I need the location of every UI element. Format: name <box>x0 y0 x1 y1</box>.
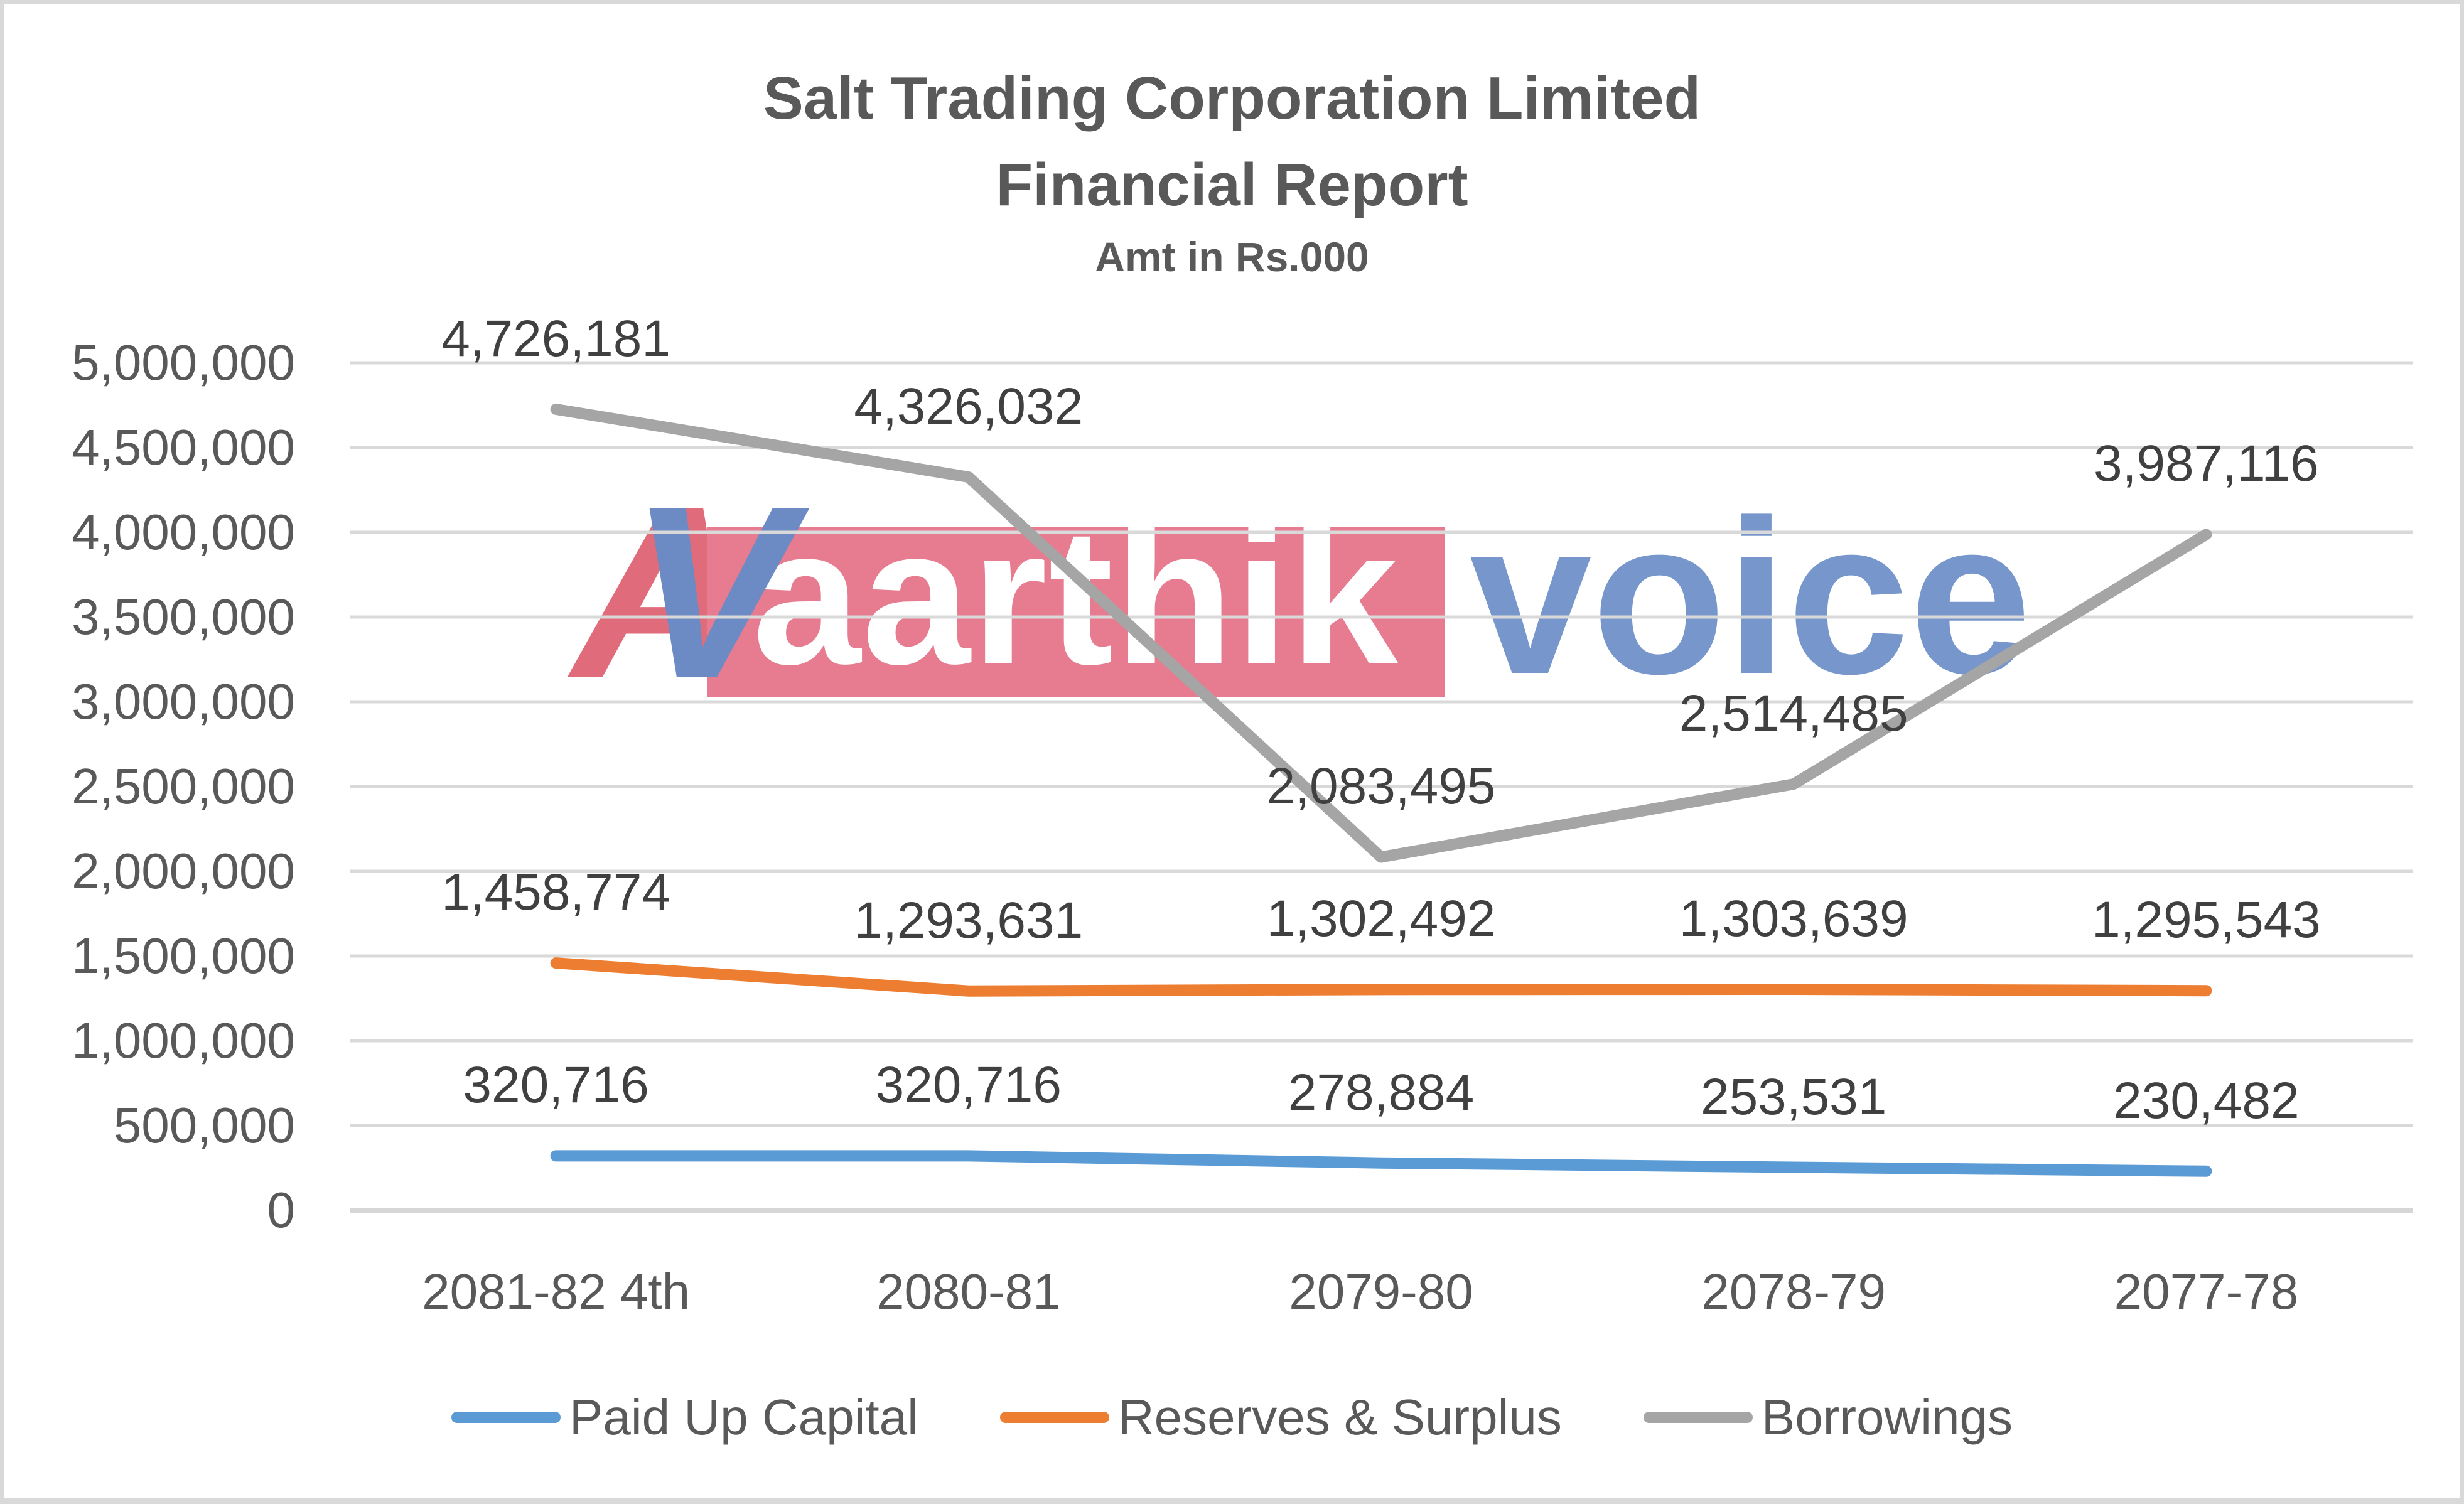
reserves-surplus-swatch-icon <box>999 1412 1109 1423</box>
title-area: Salt Trading Corporation Limited Financi… <box>0 55 2464 280</box>
borrowings-line <box>550 403 2212 863</box>
chart-title-line1: Salt Trading Corporation Limited <box>763 65 1701 132</box>
chart-title-line2: Financial Report <box>996 151 1468 218</box>
legend-item-borrowings: Borrowings <box>1643 1389 2013 1446</box>
paid-up-capital-swatch-icon <box>451 1412 561 1423</box>
legend-label-borrowings: Borrowings <box>1761 1389 2013 1445</box>
legend-item-paid-up-capital: Paid Up Capital <box>451 1389 918 1446</box>
legend-label-paid-up-capital: Paid Up Capital <box>569 1389 918 1445</box>
legend-label-reserves-surplus: Reserves & Surplus <box>1117 1389 1562 1445</box>
legend-item-reserves-surplus: Reserves & Surplus <box>999 1389 1562 1446</box>
legend: Paid Up Capital Reserves & Surplus Borro… <box>0 1389 2464 1446</box>
chart-units-subtitle: Amt in Rs.000 <box>1095 234 1369 280</box>
reserves-surplus-line <box>550 957 2212 997</box>
borrowings-swatch-icon <box>1643 1412 1753 1423</box>
paid-up-capital-line <box>550 1150 2212 1177</box>
